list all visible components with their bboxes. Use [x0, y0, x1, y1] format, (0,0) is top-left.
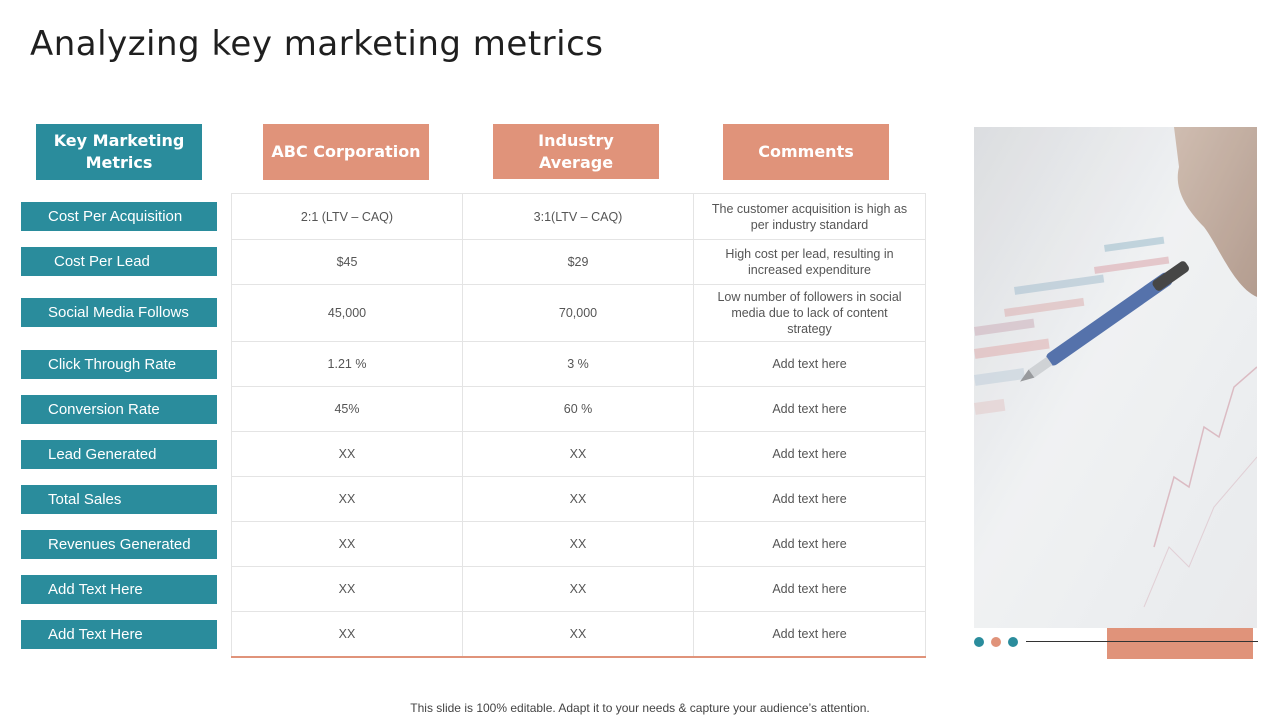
- comment: Low number of followers in social media …: [693, 285, 926, 341]
- industry-value: 60 %: [462, 387, 693, 431]
- decor-dot: [974, 637, 984, 647]
- header-key-marketing-metrics: Key Marketing Metrics: [36, 124, 202, 180]
- table-row: 45,000 70,000 Low number of followers in…: [231, 285, 926, 342]
- comment: Add text here: [693, 387, 926, 431]
- industry-value: $29: [462, 240, 693, 284]
- abc-value: XX: [231, 477, 462, 521]
- abc-value: 45,000: [231, 285, 462, 341]
- abc-value: XX: [231, 612, 462, 656]
- comment: Add text here: [693, 567, 926, 611]
- table-row: 1.21 % 3 % Add text here: [231, 342, 926, 387]
- decor-dot: [1008, 637, 1018, 647]
- table-row: XX XX Add text here: [231, 567, 926, 612]
- abc-value: $45: [231, 240, 462, 284]
- comment: Add text here: [693, 342, 926, 386]
- abc-value: XX: [231, 432, 462, 476]
- table-row: 2:1 (LTV – CAQ) 3:1(LTV – CAQ) The custo…: [231, 194, 926, 240]
- page-title: Analyzing key marketing metrics: [30, 24, 604, 64]
- metric-label: Revenues Generated: [21, 530, 217, 559]
- industry-value: XX: [462, 567, 693, 611]
- metric-label: Conversion Rate: [21, 395, 217, 424]
- industry-value: XX: [462, 477, 693, 521]
- table-row: XX XX Add text here: [231, 612, 926, 656]
- table-row: XX XX Add text here: [231, 432, 926, 477]
- metric-label: Add Text Here: [21, 620, 217, 649]
- header-industry-average: Industry Average: [493, 124, 659, 179]
- table-row: XX XX Add text here: [231, 522, 926, 567]
- industry-value: 3 %: [462, 342, 693, 386]
- pen-on-chart-photo-icon: [974, 127, 1257, 628]
- metric-label: Cost Per Acquisition: [21, 202, 217, 231]
- table-row: $45 $29 High cost per lead, resulting in…: [231, 240, 926, 285]
- abc-value: XX: [231, 567, 462, 611]
- table-row: 45% 60 % Add text here: [231, 387, 926, 432]
- footer-note: This slide is 100% editable. Adapt it to…: [410, 701, 870, 715]
- comment: Add text here: [693, 477, 926, 521]
- comment: Add text here: [693, 432, 926, 476]
- abc-value: 1.21 %: [231, 342, 462, 386]
- metric-label: Total Sales: [21, 485, 217, 514]
- abc-value: 45%: [231, 387, 462, 431]
- metric-label: Add Text Here: [21, 575, 217, 604]
- comment: High cost per lead, resulting in increas…: [693, 240, 926, 284]
- comment: Add text here: [693, 522, 926, 566]
- metrics-table: 2:1 (LTV – CAQ) 3:1(LTV – CAQ) The custo…: [231, 193, 926, 658]
- abc-value: 2:1 (LTV – CAQ): [231, 194, 462, 239]
- abc-value: XX: [231, 522, 462, 566]
- industry-value: XX: [462, 522, 693, 566]
- table-row: XX XX Add text here: [231, 477, 926, 522]
- industry-value: XX: [462, 612, 693, 656]
- industry-value: 70,000: [462, 285, 693, 341]
- metric-label: Lead Generated: [21, 440, 217, 469]
- metric-label: Click Through Rate: [21, 350, 217, 379]
- header-abc-corporation: ABC Corporation: [263, 124, 429, 180]
- header-comments: Comments: [723, 124, 889, 180]
- comment: The customer acquisition is high as per …: [693, 194, 926, 239]
- comment: Add text here: [693, 612, 926, 656]
- decor-line: [1026, 641, 1258, 642]
- industry-value: XX: [462, 432, 693, 476]
- metric-label: Cost Per Lead: [21, 247, 217, 276]
- industry-value: 3:1(LTV – CAQ): [462, 194, 693, 239]
- decor-dot: [991, 637, 1001, 647]
- metric-label: Social Media Follows: [21, 298, 217, 327]
